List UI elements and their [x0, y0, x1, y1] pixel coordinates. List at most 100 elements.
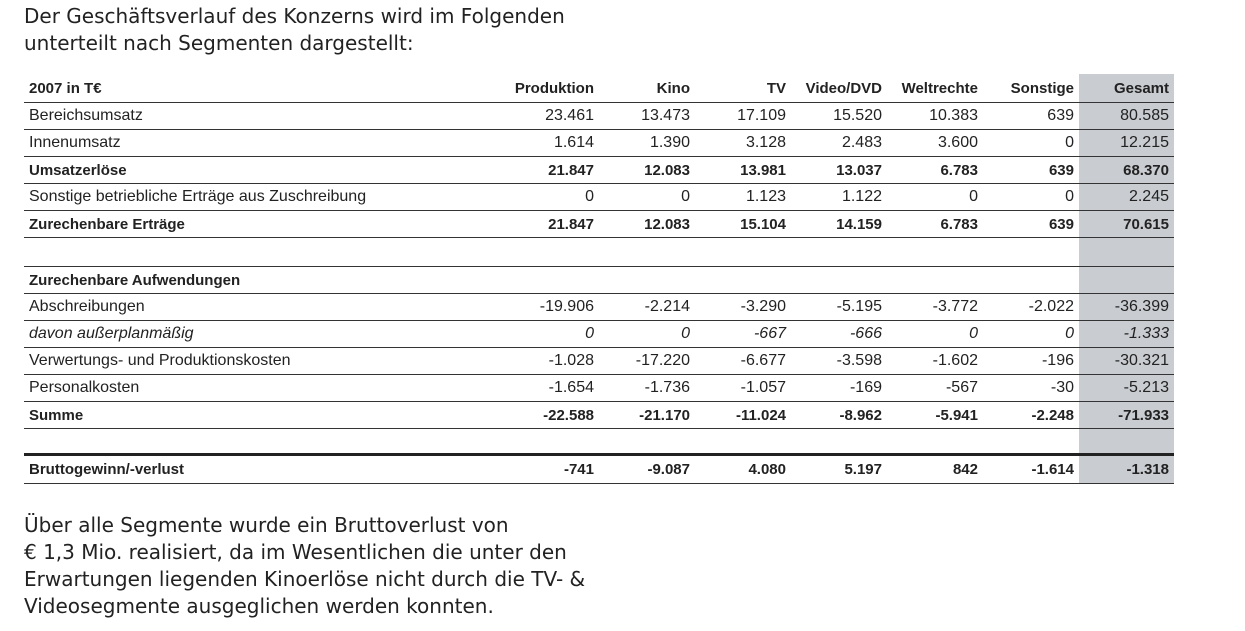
header-weltrechte: Weltrechte [887, 74, 983, 103]
row-label: Umsatzerlöse [24, 156, 479, 184]
outro-line: Über alle Segmente wurde ein Bruttoverlu… [24, 513, 509, 537]
header-year: 2007 in T€ [24, 74, 479, 103]
cell: 639 [983, 210, 1079, 238]
cell: -3.290 [695, 293, 791, 321]
cell-total: -5.213 [1079, 374, 1174, 402]
header-video-dvd: Video/DVD [791, 74, 887, 103]
row-label: Summe [24, 401, 479, 429]
cell: 1.123 [695, 183, 791, 211]
cell: 15.520 [791, 102, 887, 130]
cell: 842 [887, 454, 983, 484]
cell: 639 [983, 102, 1079, 130]
row-label: Verwertungs- und Produktionskosten [24, 347, 479, 375]
outro-paragraph: Über alle Segmente wurde ein Bruttoverlu… [24, 512, 585, 620]
cell-total: -71.933 [1079, 401, 1174, 429]
table-row: Zurechenbare Erträge 21.847 12.083 15.10… [24, 210, 1174, 238]
row-label: Zurechenbare Erträge [24, 210, 479, 238]
cell: -1.654 [479, 374, 599, 402]
cell: 0 [599, 320, 695, 348]
cell: 23.461 [479, 102, 599, 130]
cell: -8.962 [791, 401, 887, 429]
table-row: Bruttogewinn/-verlust -741 -9.087 4.080 … [24, 454, 1174, 484]
cell: 0 [479, 320, 599, 348]
table-row: Sonstige betriebliche Erträge aus Zuschr… [24, 183, 1174, 211]
cell-total: 80.585 [1079, 102, 1174, 130]
cell: 1.122 [791, 183, 887, 211]
cell: 6.783 [887, 210, 983, 238]
cell: 0 [983, 183, 1079, 211]
cell: 0 [983, 129, 1079, 157]
cell: -567 [887, 374, 983, 402]
cell: 21.847 [479, 156, 599, 184]
cell-total: 2.245 [1079, 183, 1174, 211]
cell: -11.024 [695, 401, 791, 429]
cell: -21.170 [599, 401, 695, 429]
cell: 10.383 [887, 102, 983, 130]
cell: -3.598 [791, 347, 887, 375]
row-label: Innenumsatz [24, 129, 479, 157]
row-label: Bereichsumsatz [24, 102, 479, 130]
table-row: Abschreibungen -19.906 -2.214 -3.290 -5.… [24, 293, 1174, 321]
cell: 13.981 [695, 156, 791, 184]
cell: 0 [887, 183, 983, 211]
outro-line: € 1,3 Mio. realisiert, da im Wesentliche… [24, 540, 567, 564]
row-label: Personalkosten [24, 374, 479, 402]
table-row: Bereichsumsatz 23.461 13.473 17.109 15.5… [24, 102, 1174, 130]
cell: 4.080 [695, 454, 791, 484]
intro-line: Der Geschäftsverlauf des Konzerns wird i… [24, 4, 565, 28]
cell: 2.483 [791, 129, 887, 157]
cell: 0 [479, 183, 599, 211]
cell-total: -1.318 [1079, 454, 1174, 484]
row-label: Sonstige betriebliche Erträge aus Zuschr… [24, 183, 479, 211]
table-row: davon außerplanmäßig 0 0 -667 -666 0 0 -… [24, 320, 1174, 348]
cell: -666 [791, 320, 887, 348]
cell-total: -1.333 [1079, 320, 1174, 348]
cell: 6.783 [887, 156, 983, 184]
cell: -6.677 [695, 347, 791, 375]
table-row: Summe -22.588 -21.170 -11.024 -8.962 -5.… [24, 401, 1174, 429]
cell: 0 [887, 320, 983, 348]
cell: -17.220 [599, 347, 695, 375]
header-gesamt: Gesamt [1079, 74, 1174, 103]
cell: 1.390 [599, 129, 695, 157]
cell: -2.214 [599, 293, 695, 321]
cell: 639 [983, 156, 1079, 184]
cell: -9.087 [599, 454, 695, 484]
header-sonstige: Sonstige [983, 74, 1079, 103]
cell: -22.588 [479, 401, 599, 429]
section-label: Zurechenbare Aufwendungen [24, 266, 479, 294]
cell: 12.083 [599, 156, 695, 184]
spacer-row [24, 428, 1174, 456]
section-header-row: Zurechenbare Aufwendungen [24, 266, 1174, 294]
cell: 3.128 [695, 129, 791, 157]
cell: 21.847 [479, 210, 599, 238]
cell: 12.083 [599, 210, 695, 238]
cell: -741 [479, 454, 599, 484]
cell: 13.037 [791, 156, 887, 184]
table-row: Personalkosten -1.654 -1.736 -1.057 -169… [24, 374, 1174, 402]
intro-paragraph: Der Geschäftsverlauf des Konzerns wird i… [24, 3, 565, 57]
cell-total: 68.370 [1079, 156, 1174, 184]
cell: -1.736 [599, 374, 695, 402]
cell: -1.602 [887, 347, 983, 375]
table-row: Umsatzerlöse 21.847 12.083 13.981 13.037… [24, 156, 1174, 184]
cell-total: 12.215 [1079, 129, 1174, 157]
cell: -1.057 [695, 374, 791, 402]
cell: 17.109 [695, 102, 791, 130]
cell-total: -36.399 [1079, 293, 1174, 321]
cell: 14.159 [791, 210, 887, 238]
header-kino: Kino [599, 74, 695, 103]
row-label: Bruttogewinn/-verlust [24, 454, 479, 484]
cell: -196 [983, 347, 1079, 375]
cell: -2.248 [983, 401, 1079, 429]
cell-total: 70.615 [1079, 210, 1174, 238]
cell: -169 [791, 374, 887, 402]
cell: 0 [983, 320, 1079, 348]
header-produktion: Produktion [479, 74, 599, 103]
table-row: Verwertungs- und Produktionskosten -1.02… [24, 347, 1174, 375]
cell: 3.600 [887, 129, 983, 157]
intro-line: unterteilt nach Segmenten dargestellt: [24, 31, 414, 55]
cell: -5.941 [887, 401, 983, 429]
cell: -2.022 [983, 293, 1079, 321]
cell: -19.906 [479, 293, 599, 321]
